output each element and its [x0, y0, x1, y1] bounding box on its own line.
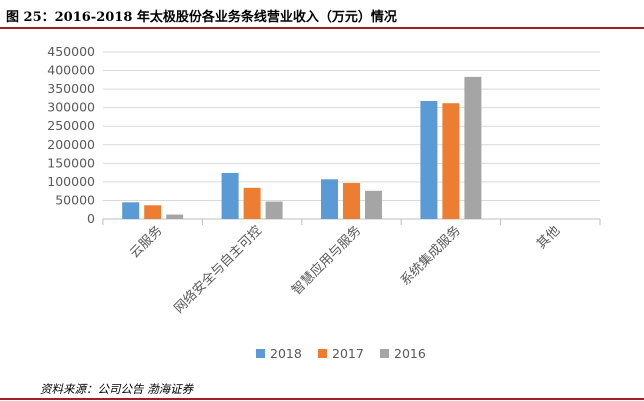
y-tick-label: 100000 [47, 174, 95, 189]
chart-container: 0 50000 100000 150000 200000 250000 300000 3500… [0, 30, 644, 375]
x-category-label: 智慧应用与服务 [289, 223, 365, 299]
bar-2017 [343, 183, 360, 219]
bar-2017 [144, 205, 162, 219]
bar-2016 [265, 201, 283, 219]
legend-swatch-2016 [380, 349, 389, 358]
y-tick-label: 200000 [47, 137, 95, 152]
bar-2016 [464, 76, 482, 219]
x-category-label: 云服务 [127, 223, 166, 262]
y-tick-label: 400000 [47, 63, 95, 78]
y-tick-label: 150000 [47, 155, 95, 170]
legend-label: 2018 [270, 346, 302, 361]
bar-2017 [243, 187, 261, 219]
legend-label: 2016 [394, 346, 426, 361]
legend-label: 2017 [332, 346, 364, 361]
x-category-label: 系统集成服务 [397, 223, 463, 289]
x-category-label: 网络安全与自主可控 [171, 223, 265, 317]
bar-2016 [166, 214, 184, 219]
legend-swatch-2017 [318, 349, 327, 358]
bar-2018 [321, 179, 338, 219]
y-tick-label: 250000 [47, 118, 95, 133]
bar-2018 [221, 172, 239, 219]
y-tick-label: 300000 [47, 100, 95, 115]
bottom-rule [0, 398, 644, 400]
y-tick-label: 450000 [47, 44, 95, 59]
bar-2018 [420, 100, 438, 219]
title-rule [0, 27, 644, 29]
bar-2018 [122, 202, 140, 219]
y-tick-label: 50000 [55, 192, 95, 207]
figure-title: 图 25：2016-2018 年太极股份各业务条线营业收入（万元）情况 [6, 10, 397, 25]
x-category-label: 其他 [534, 223, 563, 252]
bar-2016 [365, 190, 382, 219]
legend-swatch-2018 [256, 349, 265, 358]
y-tick-label: 350000 [47, 81, 95, 96]
source-note: 资料来源：公司公告 渤海证券 [40, 382, 194, 396]
y-tick-label: 0 [87, 211, 95, 226]
bar-chart: 0 50000 100000 150000 200000 250000 300000 3500… [47, 44, 601, 361]
bar-2017 [442, 103, 460, 219]
